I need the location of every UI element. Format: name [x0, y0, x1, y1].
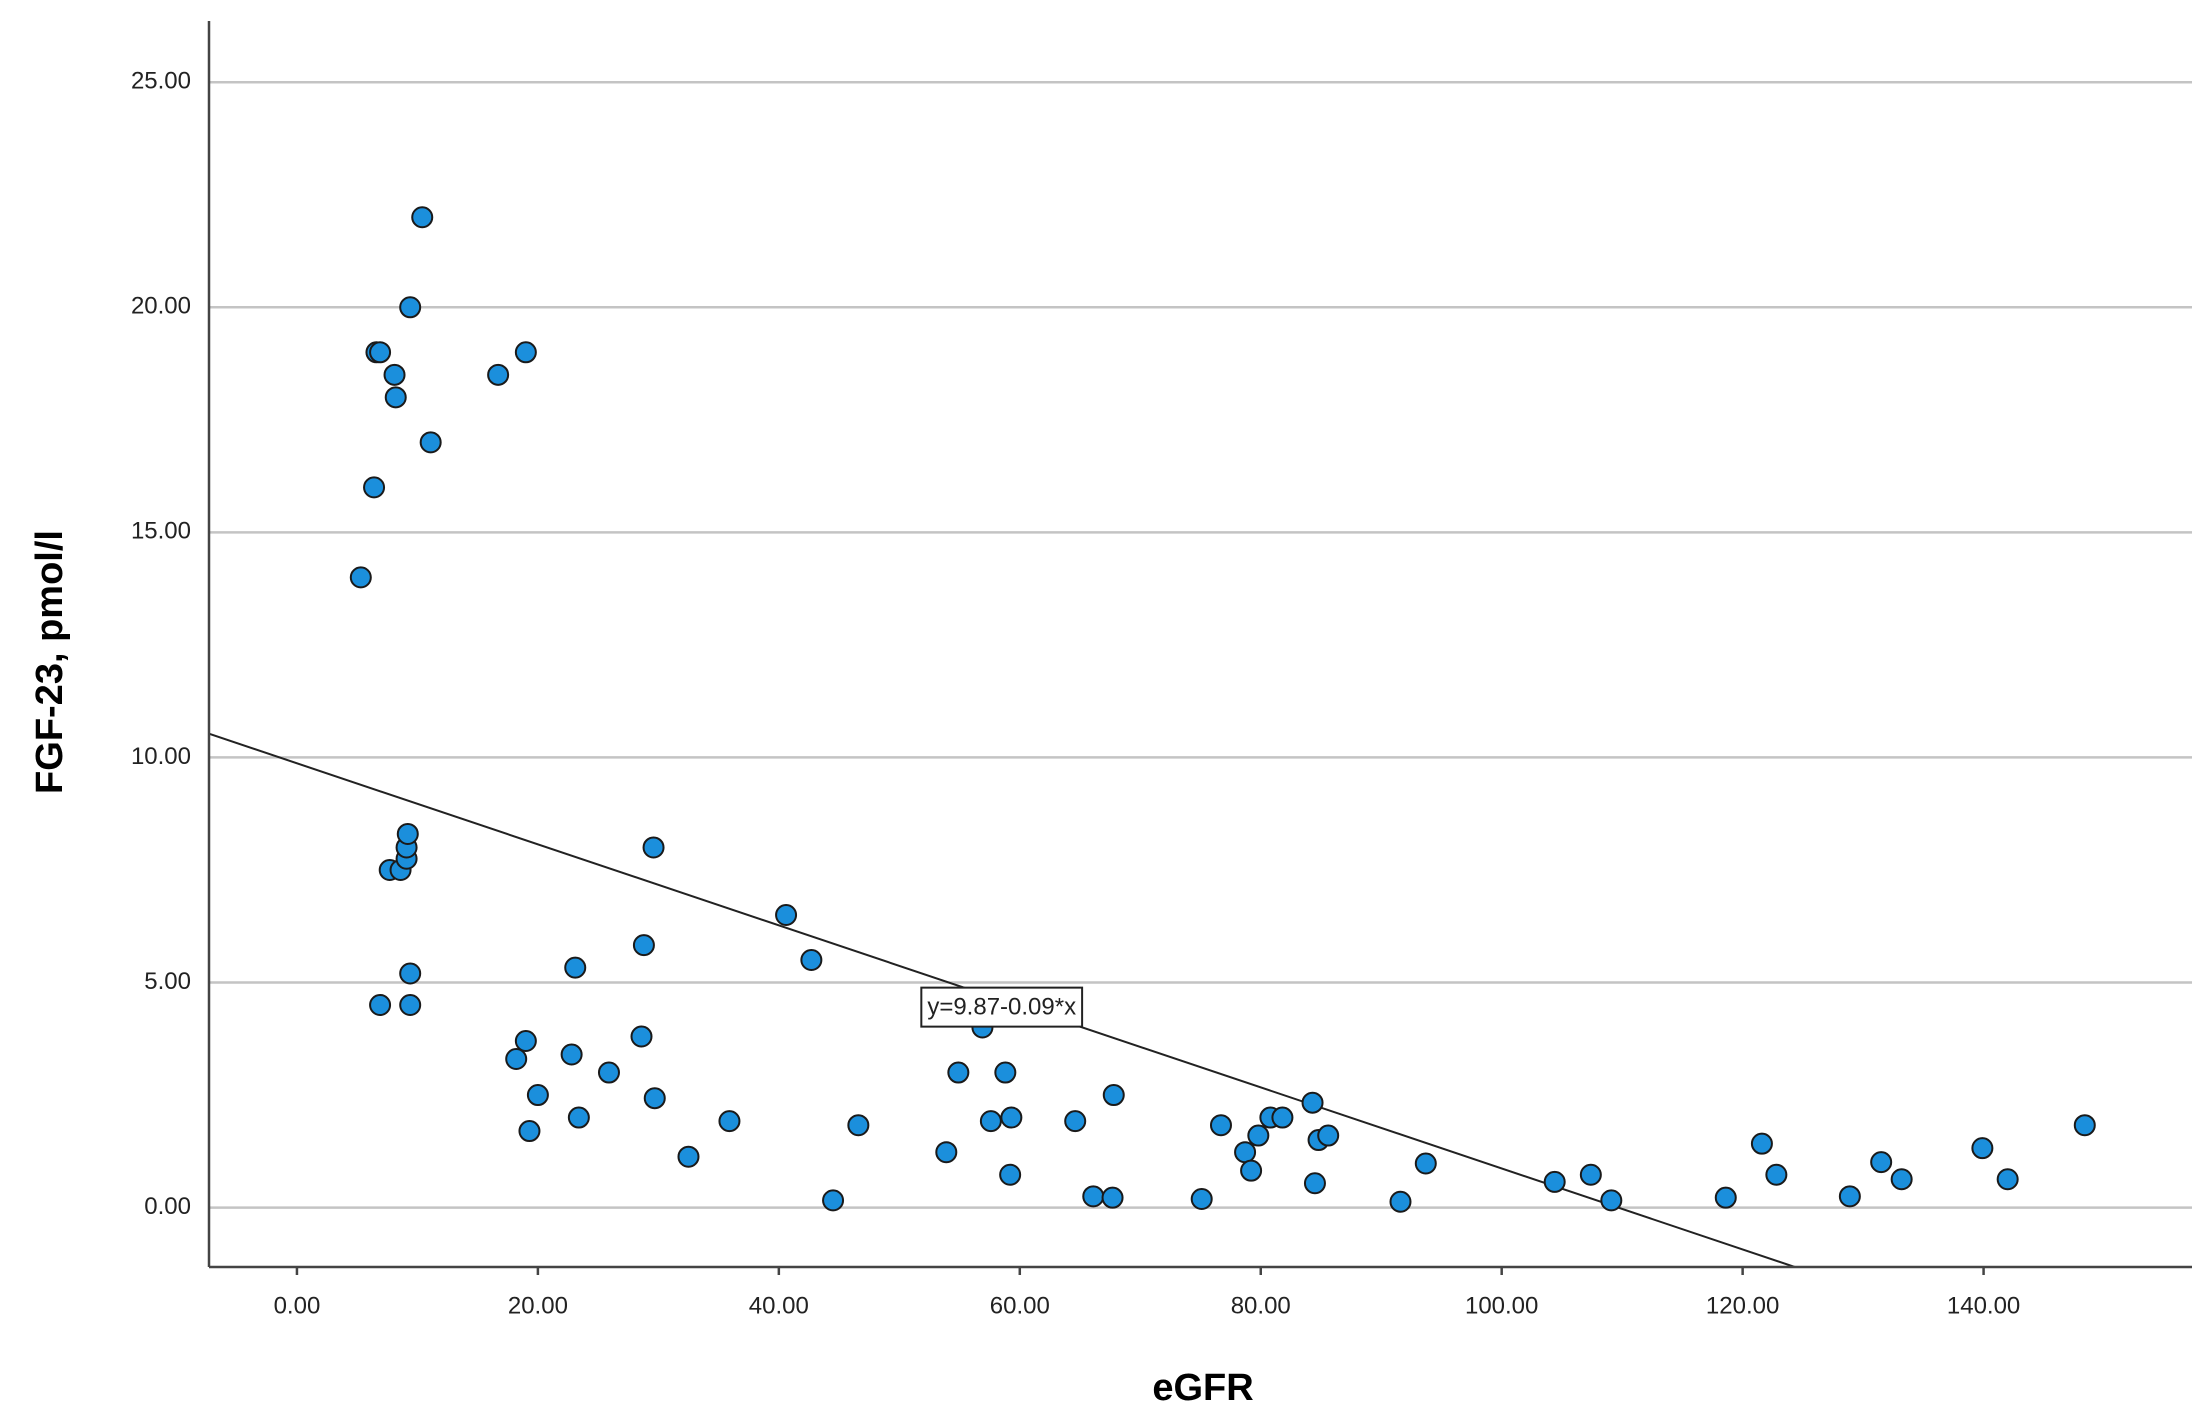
data-point — [1209, 1114, 1232, 1137]
y-tick-label: 10.00 — [131, 743, 191, 770]
data-point — [1102, 1084, 1125, 1107]
data-point — [2073, 1114, 2096, 1137]
data-point — [396, 822, 419, 845]
x-tick-label: 120.00 — [1706, 1292, 1779, 1319]
data-point — [999, 1163, 1022, 1186]
data-point — [1414, 1152, 1437, 1175]
data-point — [1543, 1170, 1566, 1193]
data-point — [642, 836, 665, 859]
data-point — [1317, 1124, 1340, 1147]
x-tick-label: 0.00 — [274, 1292, 321, 1319]
data-point — [1765, 1163, 1788, 1186]
y-tick-label: 0.00 — [144, 1193, 191, 1220]
data-point — [419, 431, 442, 454]
annotation-text: y=9.87-0.09*x — [927, 994, 1076, 1021]
x-axis-title: eGFR — [1152, 1367, 1253, 1409]
y-tick-label: 20.00 — [131, 293, 191, 320]
data-point — [947, 1061, 970, 1084]
data-point — [505, 1048, 528, 1071]
data-point — [384, 386, 407, 409]
x-tick-label: 80.00 — [1231, 1292, 1291, 1319]
fit-layer — [209, 732, 1798, 1267]
data-point — [718, 1110, 741, 1133]
data-point — [1247, 1124, 1270, 1147]
data-point — [1971, 1137, 1994, 1160]
data-point — [560, 1043, 583, 1066]
fit-annotation: y=9.87-0.09*x — [920, 986, 1084, 1028]
data-point — [1240, 1159, 1263, 1182]
data-point — [369, 341, 392, 364]
x-tick-label: 40.00 — [749, 1292, 809, 1319]
data-point — [597, 1061, 620, 1084]
data-point — [1234, 1141, 1257, 1164]
data-point — [383, 363, 406, 386]
data-point — [1389, 1190, 1412, 1213]
data-point — [411, 206, 434, 229]
x-tick-label: 20.00 — [508, 1292, 568, 1319]
data-point — [1890, 1168, 1913, 1191]
data-point — [514, 341, 537, 364]
data-point — [979, 1110, 1002, 1133]
data-point — [1190, 1188, 1213, 1211]
data-point — [564, 956, 587, 979]
data-point — [1000, 1106, 1023, 1129]
data-point — [1301, 1091, 1324, 1114]
annotation-box — [920, 986, 1084, 1028]
grid — [209, 80, 2192, 1209]
data-point — [643, 1087, 666, 1110]
data-point — [363, 476, 386, 499]
data-point — [935, 1141, 958, 1164]
data-point — [630, 1025, 653, 1048]
data-point — [514, 1030, 537, 1053]
data-point — [526, 1084, 549, 1107]
data-point — [1082, 1185, 1105, 1208]
data-point — [847, 1114, 870, 1137]
y-axis-title: FGF-23, pmol/l — [29, 530, 71, 794]
data-point — [632, 934, 655, 957]
regression-line — [209, 732, 1798, 1267]
data-point — [1271, 1106, 1294, 1129]
data-point — [567, 1106, 590, 1129]
data-point — [399, 296, 422, 319]
data-point — [1064, 1110, 1087, 1133]
data-point — [775, 903, 798, 926]
data-point — [1870, 1151, 1893, 1174]
x-tick-label: 60.00 — [990, 1292, 1050, 1319]
data-point — [1750, 1132, 1773, 1155]
points — [349, 206, 2096, 1213]
y-tick-label: 25.00 — [131, 68, 191, 95]
data-point — [487, 363, 510, 386]
y-tick-label: 5.00 — [144, 968, 191, 995]
data-point — [994, 1061, 1017, 1084]
y-tick-label: 15.00 — [131, 518, 191, 545]
data-point — [1101, 1186, 1124, 1209]
data-point — [800, 949, 823, 972]
data-point — [1996, 1168, 2019, 1191]
data-point — [399, 962, 422, 985]
data-point — [1600, 1189, 1623, 1212]
data-point — [369, 994, 392, 1017]
data-point — [399, 994, 422, 1017]
data-point — [349, 566, 372, 589]
data-point — [1714, 1186, 1737, 1209]
data-point — [1303, 1172, 1326, 1195]
data-point — [677, 1145, 700, 1168]
data-point — [1838, 1185, 1861, 1208]
x-tick-label: 100.00 — [1465, 1292, 1538, 1319]
data-point — [518, 1120, 541, 1143]
data-point — [1579, 1163, 1602, 1186]
x-tick-label: 140.00 — [1947, 1292, 2020, 1319]
data-point — [822, 1189, 845, 1212]
